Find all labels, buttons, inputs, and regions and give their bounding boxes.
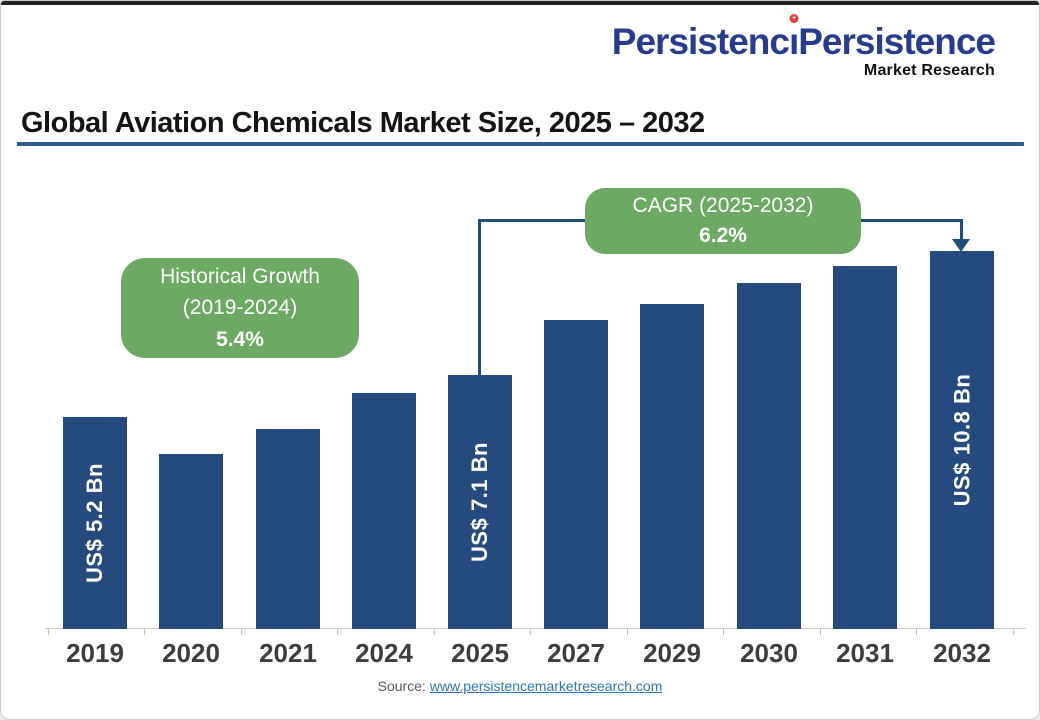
x-axis-label-2029: 2029 bbox=[643, 638, 701, 668]
x-axis-tick bbox=[433, 629, 435, 635]
source-link[interactable]: www.persistencemarketresearch.com bbox=[429, 678, 663, 694]
card-top-edge bbox=[1, 1, 1039, 5]
logo-dot-icon: + bbox=[789, 14, 799, 23]
x-axis-label-2021: 2021 bbox=[259, 638, 317, 668]
bar-2025: US$ 7.1 Bn bbox=[448, 375, 512, 629]
historical-growth-label: Historical Growth bbox=[160, 264, 320, 288]
x-axis-tick bbox=[1012, 629, 1014, 635]
bar-2029 bbox=[640, 304, 704, 629]
x-axis-tick bbox=[530, 629, 531, 635]
x-axis-label-2019: 2019 bbox=[66, 638, 124, 668]
x-axis-label-2027: 2027 bbox=[547, 638, 605, 668]
cagr-connector-right-line bbox=[960, 219, 963, 241]
x-axis-line bbox=[45, 628, 1026, 629]
bar-2032: US$ 10.8 Bn bbox=[930, 251, 994, 629]
x-axis-label-2032: 2032 bbox=[933, 638, 991, 668]
bar-2027 bbox=[544, 320, 608, 629]
x-axis-tick bbox=[240, 629, 242, 635]
title-underline bbox=[17, 142, 1024, 146]
bar-2020 bbox=[159, 454, 223, 629]
bar-value-label-2032: US$ 10.8 Bn bbox=[949, 373, 975, 507]
x-axis-tick bbox=[916, 629, 917, 635]
company-logo: Persistencı + Persistence Market Research bbox=[611, 14, 996, 79]
bar-value-label-2019: US$ 5.2 Bn bbox=[82, 463, 107, 583]
arrow-down-icon bbox=[952, 239, 970, 252]
x-axis-label-2031: 2031 bbox=[836, 638, 894, 668]
x-axis-label-2024: 2024 bbox=[355, 638, 413, 668]
historical-growth-value: 5.4% bbox=[216, 327, 264, 351]
x-axis-tick bbox=[144, 629, 145, 635]
bar-2031 bbox=[833, 266, 897, 629]
x-axis-tick bbox=[47, 629, 49, 635]
logo-primary-text: Persistencı + Persistence bbox=[611, 14, 996, 62]
cagr-value: 6.2% bbox=[699, 224, 747, 247]
x-axis-label-2025: 2025 bbox=[451, 638, 509, 668]
historical-growth-period: (2019-2024) bbox=[182, 296, 298, 320]
x-axis-tick bbox=[819, 629, 821, 635]
cagr-callout: CAGR (2025-2032) 6.2% bbox=[585, 188, 861, 254]
bar-2030 bbox=[737, 283, 801, 629]
page-title: Global Aviation Chemicals Market Size, 2… bbox=[21, 107, 705, 139]
x-axis-label-2020: 2020 bbox=[162, 638, 220, 668]
logo-secondary-text: Market Research bbox=[863, 62, 995, 79]
bar-2019: US$ 5.2 Bn bbox=[63, 417, 127, 629]
source-line: Source: www.persistencemarketresearch.co… bbox=[1, 678, 1039, 694]
source-prefix: Source: bbox=[377, 678, 426, 694]
x-axis-tick bbox=[626, 629, 628, 635]
cagr-label: CAGR (2025-2032) bbox=[632, 193, 814, 217]
bar-2024 bbox=[352, 393, 416, 629]
x-axis-tick bbox=[337, 629, 338, 635]
x-axis-tick bbox=[723, 629, 724, 635]
x-axis-label-2030: 2030 bbox=[740, 638, 798, 668]
bar-value-label-2025: US$ 7.1 Bn bbox=[467, 442, 492, 562]
bar-2021 bbox=[256, 429, 320, 629]
cagr-connector-left-line bbox=[478, 219, 481, 383]
historical-growth-callout: Historical Growth (2019-2024) 5.4% bbox=[121, 258, 359, 358]
